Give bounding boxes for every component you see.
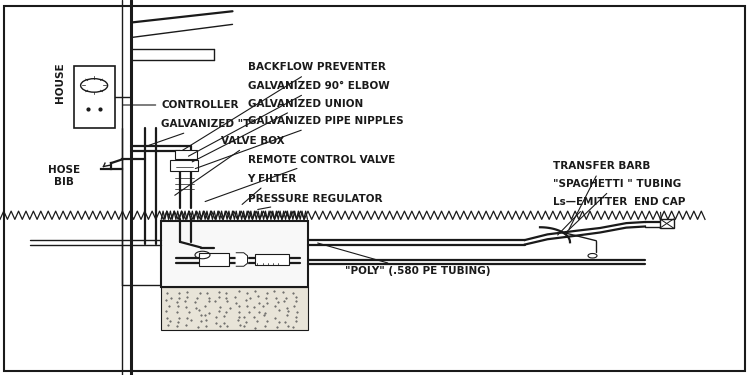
Text: GALVANIZED UNION: GALVANIZED UNION bbox=[192, 99, 363, 162]
Text: TRANSFER BARB: TRANSFER BARB bbox=[553, 161, 650, 229]
Text: GALVANIZED 90° ELBOW: GALVANIZED 90° ELBOW bbox=[188, 81, 389, 156]
Text: VALVE BOX: VALVE BOX bbox=[175, 136, 285, 195]
Text: "SPAGHETTI " TUBING: "SPAGHETTI " TUBING bbox=[553, 179, 681, 232]
Bar bbox=[660, 219, 674, 228]
Text: END CAP: END CAP bbox=[634, 197, 686, 219]
Bar bbox=[74, 66, 115, 128]
Text: BACKFLOW PREVENTER: BACKFLOW PREVENTER bbox=[182, 63, 386, 150]
Text: CONTROLLER: CONTROLLER bbox=[123, 100, 238, 110]
Bar bbox=[255, 254, 289, 265]
Text: REMOTE CONTROL VALVE: REMOTE CONTROL VALVE bbox=[205, 155, 394, 201]
Text: HOUSE: HOUSE bbox=[55, 62, 65, 103]
Bar bbox=[175, 150, 197, 159]
Bar bbox=[161, 221, 308, 287]
Text: HOSE
BIB: HOSE BIB bbox=[48, 165, 80, 187]
Text: Y FILTER: Y FILTER bbox=[242, 174, 297, 204]
Text: PRESSURE REGULATOR: PRESSURE REGULATOR bbox=[248, 194, 382, 210]
Text: Ls—EMITTER: Ls—EMITTER bbox=[553, 197, 627, 235]
Bar bbox=[170, 160, 198, 171]
Text: "POLY" (.580 PE TUBING): "POLY" (.580 PE TUBING) bbox=[318, 243, 490, 276]
Bar bbox=[161, 287, 308, 330]
Text: GALVANIZED PIPE NIPPLES: GALVANIZED PIPE NIPPLES bbox=[195, 117, 404, 168]
Polygon shape bbox=[236, 253, 248, 266]
Text: GALVANIZED "T": GALVANIZED "T" bbox=[148, 120, 256, 146]
Bar bbox=[199, 253, 229, 266]
